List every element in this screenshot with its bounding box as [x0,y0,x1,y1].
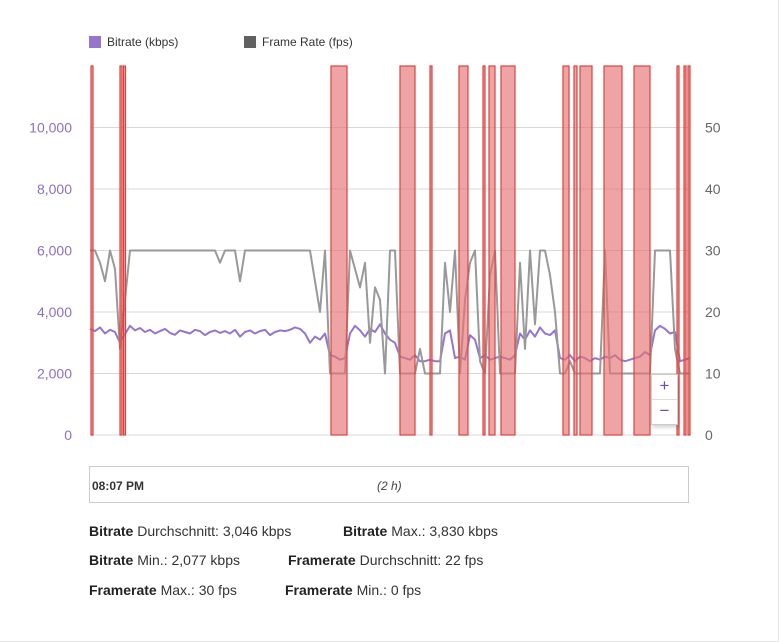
stat-framerate-max: Framerate Max.: 30 fps [89,582,237,598]
time-navigator[interactable]: 08:07 PM (2 h) [89,466,689,503]
left-axis-tick-label: 2,000 [37,366,72,382]
zoom-control: + − [651,374,678,425]
highlight-band [603,65,623,436]
legend-item-framerate[interactable]: Frame Rate (fps) [244,35,353,49]
highlight-band [482,65,486,436]
highlight-band [429,65,433,436]
highlight-band [399,65,416,436]
chart: 0 2,000 4,000 6,000 8,000 10,000 0 10 20 30 40 50 [29,65,721,443]
highlight-band [633,65,651,436]
highlight-band [488,65,496,436]
legend-swatch [89,36,101,48]
right-axis-tick-label: 0 [705,427,713,443]
stat-framerate-min: Framerate Min.: 0 fps [285,582,422,598]
highlight-band [122,65,127,436]
stat-bitrate-min: Bitrate Min.: 2,077 kbps [89,552,240,568]
navigator-start-time: 08:07 PM [92,479,145,493]
highlight-band [676,65,680,436]
legend-label: Frame Rate (fps) [262,35,353,49]
right-axis-tick-label: 30 [705,243,721,259]
right-axis-tick-label: 50 [705,120,721,136]
zoom-in-button[interactable]: + [659,376,670,395]
stat-framerate-avg: Framerate Durchschnitt: 22 fps [288,552,484,568]
highlight-band [119,65,123,436]
highlight-band [500,65,516,436]
stat-bitrate-max: Bitrate Max.: 3,830 kbps [343,523,498,539]
legend-label: Bitrate (kbps) [107,35,179,49]
right-axis-tick-label: 10 [705,366,721,382]
highlight-band [687,65,691,436]
stat-bitrate-avg: Bitrate Durchschnitt: 3,046 kbps [89,523,292,539]
left-axis-tick-label: 0 [64,427,72,443]
left-axis-tick-label: 8,000 [37,181,72,197]
highlight-band [683,65,687,436]
right-axis-tick-label: 20 [705,304,721,320]
navigator-duration: (2 h) [377,479,402,493]
left-axis-tick-label: 10,000 [29,120,72,136]
highlight-band [562,65,570,436]
highlight-band [458,65,469,436]
highlight-band [579,65,593,436]
zoom-out-button[interactable]: − [652,399,677,424]
legend-swatch [244,36,256,48]
right-axis-tick-label: 40 [705,181,721,197]
left-axis-tick-label: 4,000 [37,304,72,320]
legend-item-bitrate[interactable]: Bitrate (kbps) [89,35,178,49]
highlight-band [90,65,94,436]
highlight-band [573,65,578,436]
highlight-band [330,65,348,436]
left-axis-tick-label: 6,000 [37,243,72,259]
